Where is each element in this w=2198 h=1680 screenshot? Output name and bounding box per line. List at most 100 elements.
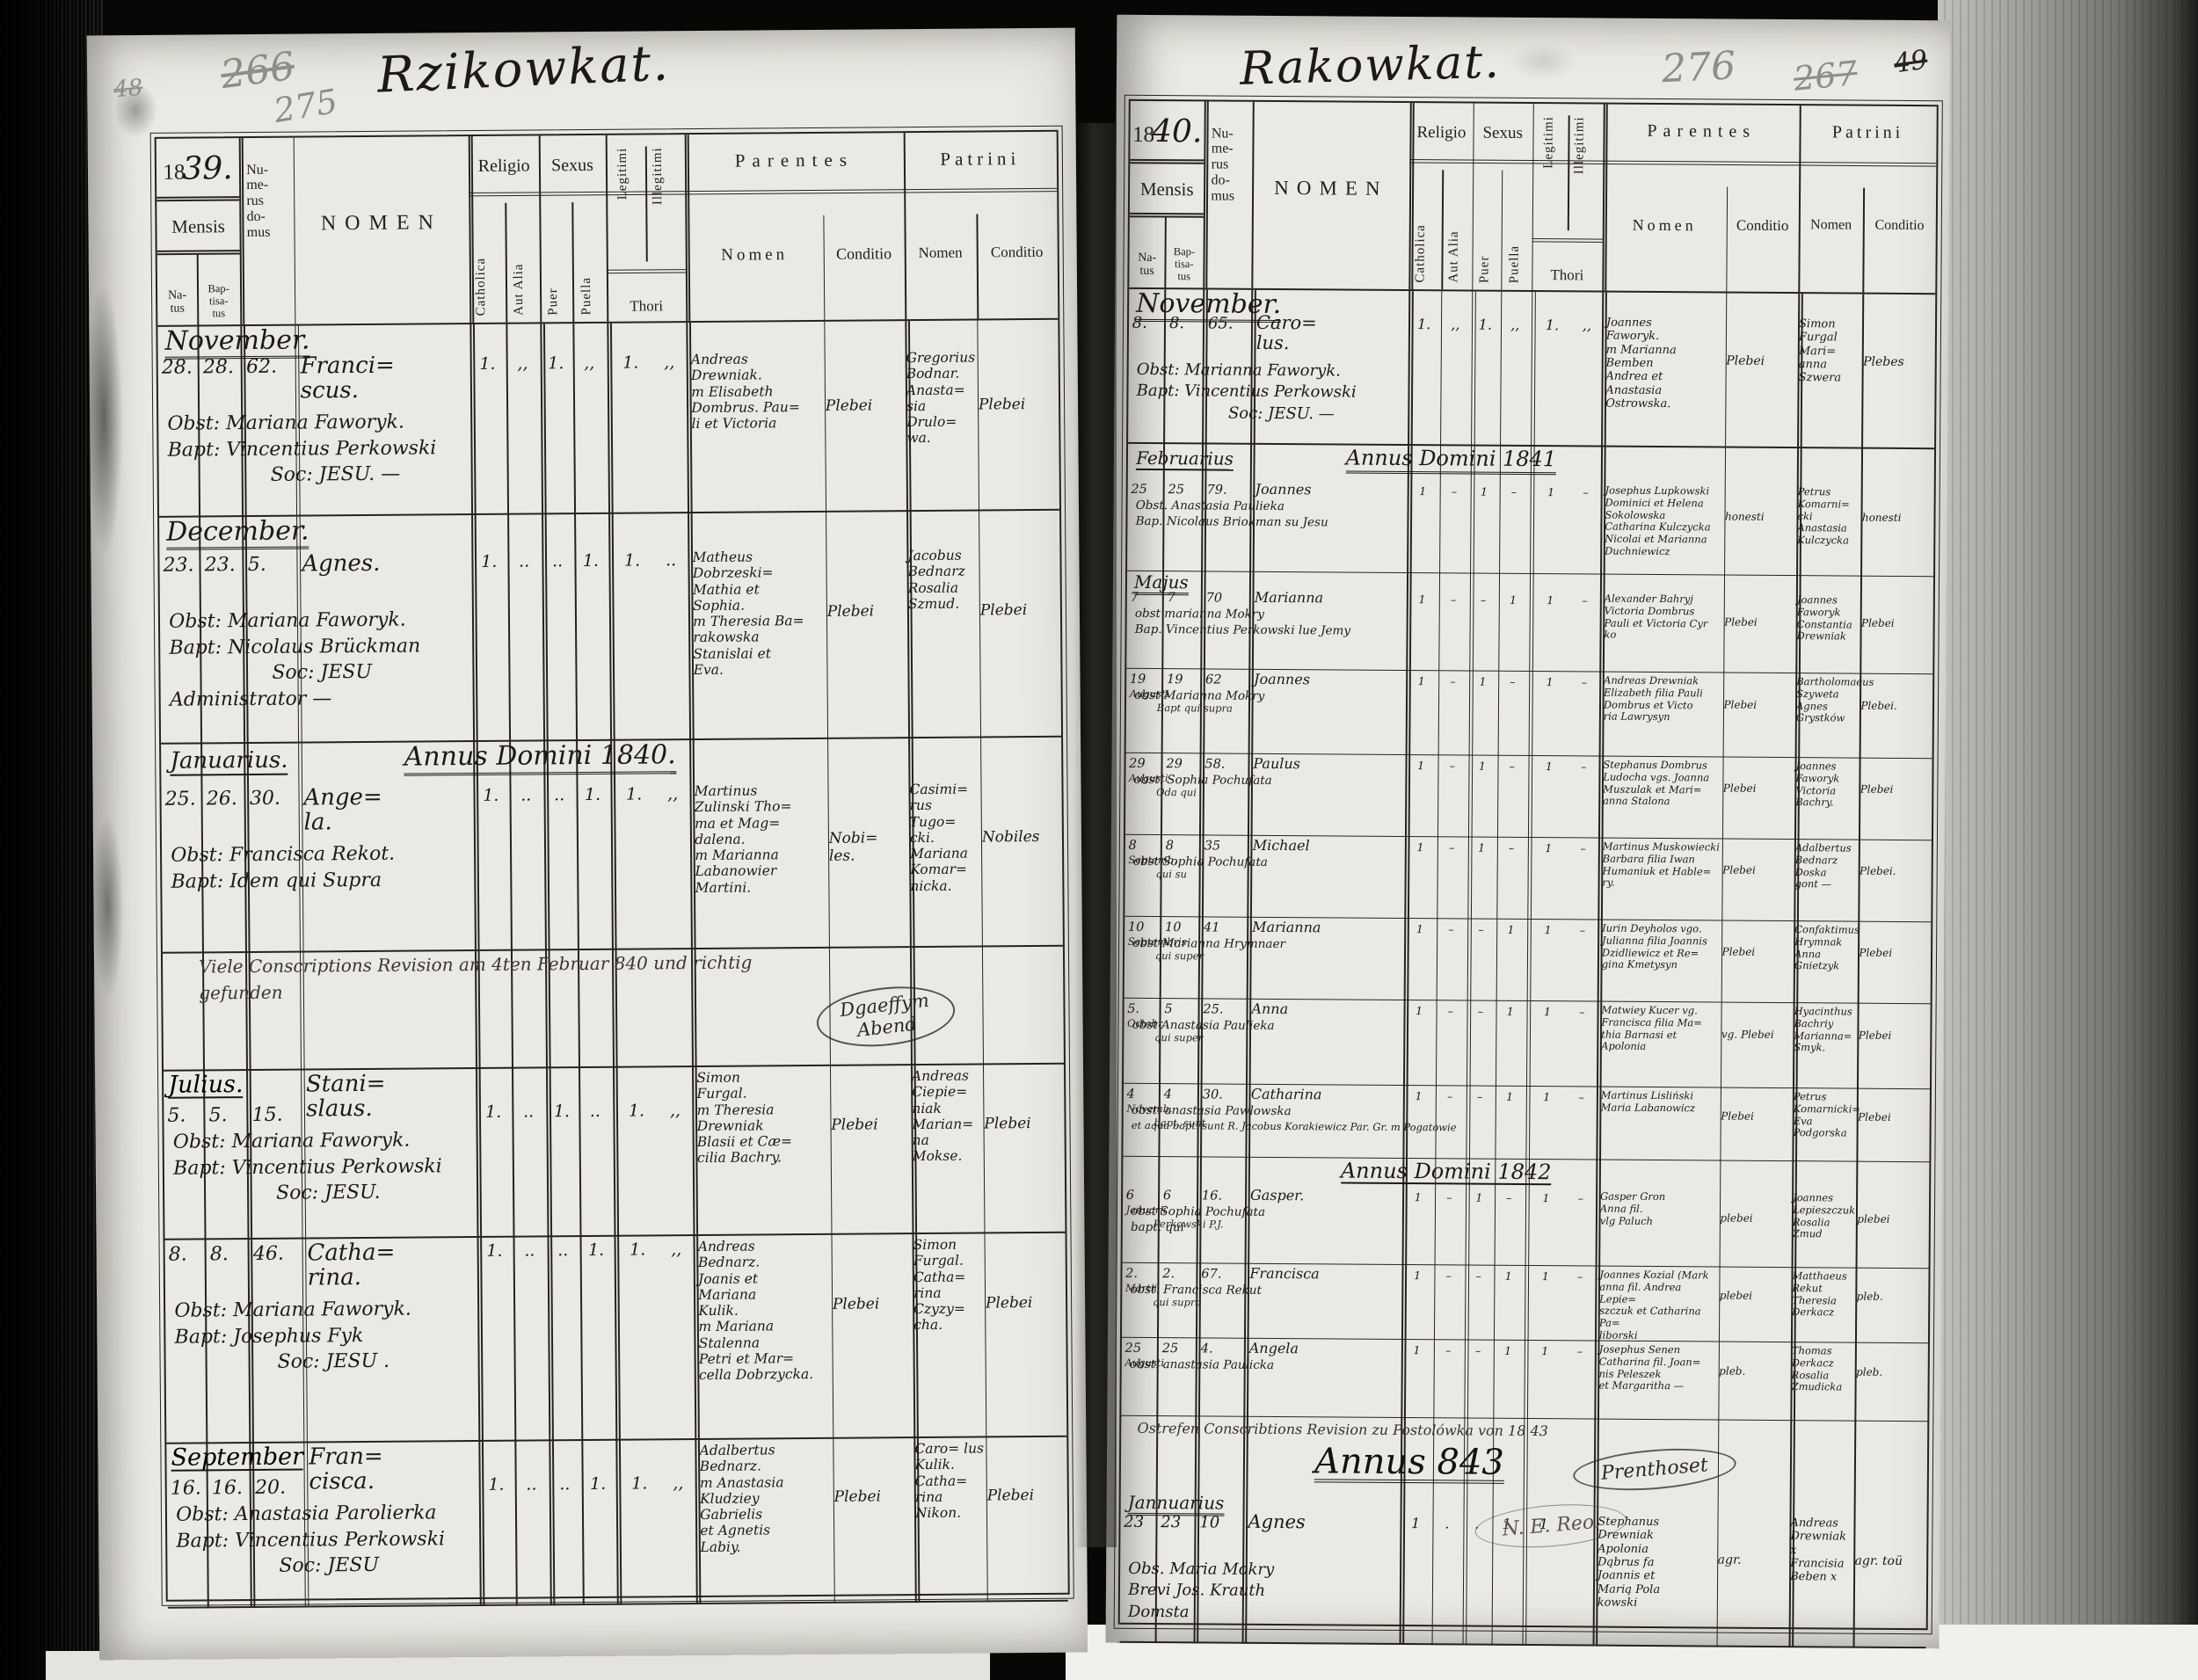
row-entry: 10 10 41 Septembris qui super Marianna obst Ma… — [1124, 916, 1932, 1005]
col-illegitimi: Illegitimi — [1572, 116, 1588, 175]
revision-note-line: Ostrefen Conscribtions Revision zu Posto… — [1137, 1419, 1548, 1440]
cell-mark: 1. — [631, 1473, 648, 1494]
parentes-line: Stanislai et — [693, 645, 772, 662]
cell-mark: .. — [526, 1474, 537, 1495]
entry-detail-line: bapt. qui — [1130, 1219, 1185, 1234]
margin-annotations-left: 48 266 275 Rzikowkat. — [87, 28, 1075, 130]
cell-parentes-conditio: Plebei — [1721, 945, 1756, 958]
group-parentes: Parentes — [1647, 121, 1757, 142]
entry-detail-line: Obst: Anastasia Parolierka — [176, 1502, 437, 1526]
cell-parentes-nomen: Martinus Zulinski Tho= ma et Mag= dalena. m … — [695, 782, 830, 896]
cell-entry-details: Obs. Maria Mokry Brevi Jos. Krauth Domsta — [1128, 1559, 1588, 1626]
patrini-line: niak — [912, 1100, 942, 1116]
name-line: Franci= — [300, 352, 396, 380]
cell-date-natus: 23. — [163, 554, 194, 577]
parentes-line: szczuk et Catharina Pa= — [1598, 1304, 1701, 1329]
grid-line — [1725, 186, 1729, 292]
row-note: Viele Conscriptions Revision am 4ten Feb… — [162, 946, 1064, 1072]
cell-mark: 1 — [1504, 1269, 1512, 1283]
cell-mark: 1 — [1543, 1090, 1551, 1104]
parentes-line: Pauli et Victoria Cyr — [1604, 616, 1708, 630]
entry-detail-line: Bapt: Vincentius Perkowski — [1136, 382, 1357, 402]
parentes-line: Duchniewicz — [1605, 544, 1670, 558]
patrini-line: Komarni= — [1797, 497, 1850, 511]
col-baptisatus: Bap- tisa- tus — [1173, 245, 1196, 283]
cell-mark: .. — [554, 785, 565, 805]
cell-mark: 1. — [548, 353, 564, 374]
name-line: scus. — [300, 377, 360, 404]
row-entry: 23. 23. 5. Agnes. Obst: Mariana Faworyk. Bapt… — [159, 543, 1062, 745]
patrini-line: Furgal. — [913, 1252, 964, 1269]
patrini-line: Lepieszczuk — [1792, 1203, 1856, 1217]
cell-entry-details: Obst: Mariana Faworyk. Bapt: Vincentius P… — [167, 407, 681, 490]
entry-detail-line: Bap. Vincentius Perkowski lue Jemy — [1134, 622, 1351, 638]
parentes-line: Dąbrus fa — [1598, 1555, 1655, 1570]
patrini-line: Szyweta — [1796, 687, 1839, 701]
cell-child-name: Catha= rina. — [307, 1240, 395, 1291]
grid-line — [1130, 158, 1205, 161]
cell-mark: – — [1579, 923, 1586, 937]
cell-parentes-nomen: Adalbertus Bednarz. m Anastasia Kludziey Gab… — [700, 1442, 835, 1555]
grid-line — [606, 268, 686, 272]
cell-mark: – — [1449, 840, 1455, 855]
cell-patrini-conditio: Plebei. — [1860, 864, 1896, 877]
cell-date-baptisatus: 26. — [206, 788, 237, 811]
entry-detail-line: obst Sophia Pochufata — [1131, 1204, 1266, 1219]
patrini-line: Szmud. — [907, 595, 960, 612]
cell-mark: – — [1577, 1191, 1584, 1205]
cell-patrini-nomen: Joannes Faworyk Victoria Bachry. — [1795, 760, 1858, 810]
patrini-line: Catha= — [913, 1269, 966, 1285]
patrini-line: Zmudicka — [1791, 1380, 1843, 1393]
cell-date-baptisatus: 28. — [202, 356, 235, 379]
cell-mark: 1. — [590, 1473, 607, 1494]
cell-child-name: Joannes — [1255, 481, 1312, 498]
cell-parentes-nomen: Andreas Bednarz. Joanis et Mariana Kulik. m M… — [698, 1238, 833, 1384]
patrini-line: Kulik. — [914, 1457, 956, 1473]
cell-parentes-conditio: Plebei — [833, 1487, 882, 1506]
cell-child-name: Fran= cisca. — [309, 1444, 383, 1495]
cell-child-name: Marianna — [1255, 589, 1324, 607]
parentes-line: m Theresia — [696, 1101, 775, 1118]
cell-parentes-conditio: Plebei — [1724, 615, 1758, 629]
patrini-line: nicka. — [910, 877, 952, 894]
cell-date-baptisatus: 25 — [1161, 1342, 1179, 1356]
row-entry: 28. 28. 62. Franci= scus. Obst: Mariana Fawor… — [157, 345, 1060, 518]
cell-date-domus: 79. — [1206, 483, 1227, 498]
parentes-line: Blasii et Cæ= — [696, 1133, 793, 1151]
row-entry: 7 7 70 Marianna obst marianna Mokry Bap. Vinc… — [1126, 586, 1933, 675]
revision-signature: Prenthoset — [1570, 1443, 1737, 1496]
cell-date-baptisatus: 19 — [1166, 673, 1183, 687]
cell-parentes-conditio: vg. Plebei — [1721, 1028, 1774, 1041]
cell-patrini-nomen: Adalbertus Bednarz Doska gont — — [1794, 841, 1858, 891]
cell-patrini-conditio: Plebei. — [1860, 699, 1897, 712]
cell-mark: 1 — [1414, 1269, 1422, 1283]
row-entry: 29 29 58. Augusti Oda qui Paulus obst. Sophia … — [1124, 753, 1932, 841]
parentes-line: Dombrus. Pau= — [691, 398, 800, 416]
cell-date-natus: 8 — [1128, 838, 1137, 853]
patrini-line: Andreas — [1790, 1516, 1839, 1531]
entry-detail-line: Bap. Nicolaus Briokman su Jesu — [1135, 513, 1328, 529]
cell-parentes-conditio: Plebei — [831, 1116, 878, 1134]
cell-mark: ,, — [1510, 316, 1520, 333]
col-legitimi: Legitimi — [1540, 116, 1556, 169]
cell-entry-details: obst Sophia Pochufata bapt. qui — [1131, 1204, 1590, 1239]
name-line: Catharina — [1250, 1085, 1322, 1103]
patrini-line: Faworyk — [1795, 771, 1840, 785]
patrini-line: Bednarz — [1794, 853, 1838, 867]
parentes-line: Anastasia — [1605, 383, 1663, 397]
grid-line — [1567, 115, 1570, 231]
parentes-line: m Mariana — [698, 1318, 775, 1335]
entry-detail-line: Obst: Mariana Faworyk. — [167, 411, 405, 435]
folio-number: 276 — [1660, 43, 1737, 92]
cell-child-name: Ange= la. — [303, 784, 382, 836]
cell-date-baptisatus: 5. — [208, 1104, 228, 1127]
parish-title-script: Rzikowkat. — [375, 34, 672, 105]
cell-mark: 1. — [587, 1240, 605, 1261]
parentes-line: Andreas — [690, 351, 748, 368]
parentes-line: Kludziey — [699, 1490, 760, 1507]
name-line: rina. — [307, 1264, 362, 1291]
cell-patrini-nomen: Petrus Komarnicki= Eva Podgorska — [1794, 1090, 1861, 1140]
cell-date-natus: 29 — [1129, 756, 1146, 771]
cell-mark: .. — [551, 551, 564, 571]
cell-parentes-nomen: Simon Furgal. m Theresia Drewniak Blasii et … — [696, 1069, 831, 1167]
